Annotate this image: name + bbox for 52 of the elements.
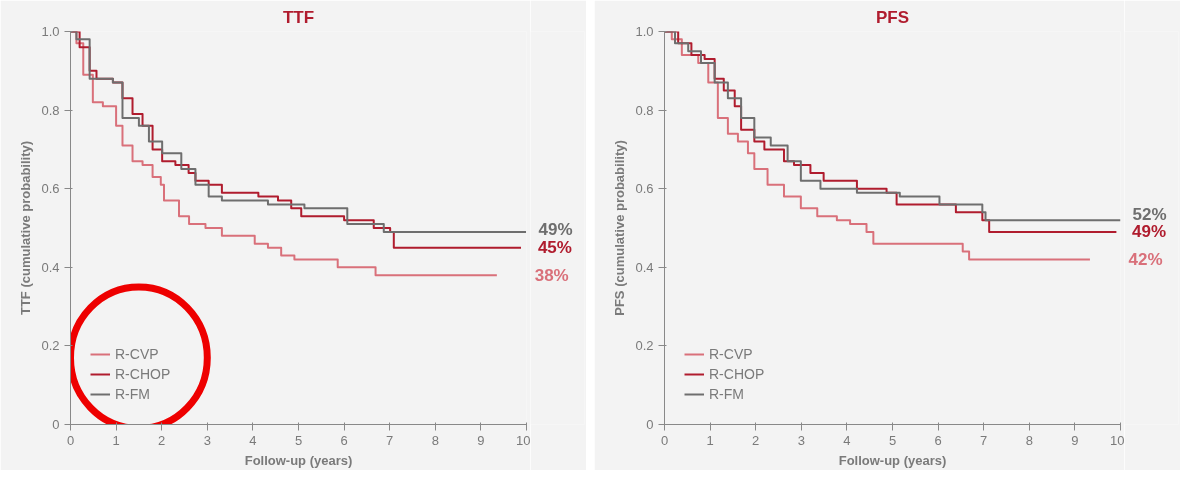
y-tick-label: 1.0	[635, 24, 654, 39]
x-tick-label: 4	[843, 432, 851, 448]
y-tick-label: 0.8	[41, 102, 60, 118]
legend-label: R-CVP	[115, 346, 159, 362]
x-tick-label: 6	[340, 432, 348, 448]
annotation: 49%	[538, 220, 573, 240]
x-tick-label: 4	[249, 432, 257, 448]
y-axis-title: TTF (cumulative probability)	[18, 140, 34, 316]
chart-title: PFS	[875, 7, 910, 27]
y-tick-label: 0.6	[635, 181, 654, 197]
y-axis-title: PFS (cumulative probability)	[612, 140, 628, 316]
y-tick-label: 0.4	[41, 259, 60, 275]
annotation: 49%	[1132, 222, 1167, 242]
legend-label: R-FM	[115, 386, 150, 402]
annotation: 45%	[537, 238, 572, 258]
legend-label: R-CHOP	[115, 366, 171, 382]
y-tick-label: 0	[52, 417, 60, 432]
x-axis-title: Follow-up (years)	[244, 452, 353, 468]
x-tick-label: 8	[1025, 432, 1033, 448]
y-tick-label: 0.6	[41, 181, 60, 197]
x-tick-label: 9	[1071, 432, 1079, 448]
x-tick-label: 2	[752, 432, 760, 448]
x-axis-title: Follow-up (years)	[838, 452, 947, 468]
legend-label: R-CVP	[709, 346, 753, 362]
x-tick-label: 9	[477, 432, 485, 448]
y-tick-label: 0.8	[635, 102, 654, 118]
x-tick-label: 3	[203, 432, 211, 448]
x-tick-label: 3	[797, 432, 805, 448]
x-tick-label: 5	[294, 432, 303, 448]
y-tick-label: 0	[646, 417, 654, 432]
chart-title: TTF	[282, 7, 315, 27]
y-tick-label: 0.2	[635, 338, 654, 354]
x-tick-label: 10	[516, 432, 531, 448]
x-tick-label: 8	[431, 432, 439, 448]
x-tick-label: 1	[706, 432, 714, 448]
x-tick-label: 0	[660, 432, 669, 448]
y-tick-label: 1.0	[41, 24, 60, 39]
annotation: 52%	[1132, 204, 1167, 224]
legend-label: R-CHOP	[709, 366, 765, 382]
x-tick-label: 0	[66, 432, 75, 448]
y-tick-label: 0.4	[635, 259, 654, 275]
x-tick-label: 6	[934, 432, 942, 448]
annotation: 42%	[1128, 249, 1163, 269]
y-tick-label: 0.2	[41, 338, 60, 354]
x-tick-label: 1	[112, 432, 120, 448]
x-tick-label: 2	[158, 432, 166, 448]
legend-label: R-FM	[709, 386, 744, 402]
x-tick-label: 5	[888, 432, 897, 448]
x-tick-label: 7	[980, 432, 988, 448]
x-tick-label: 10	[1110, 432, 1125, 448]
x-tick-label: 7	[386, 432, 394, 448]
annotation: 38%	[534, 265, 569, 285]
